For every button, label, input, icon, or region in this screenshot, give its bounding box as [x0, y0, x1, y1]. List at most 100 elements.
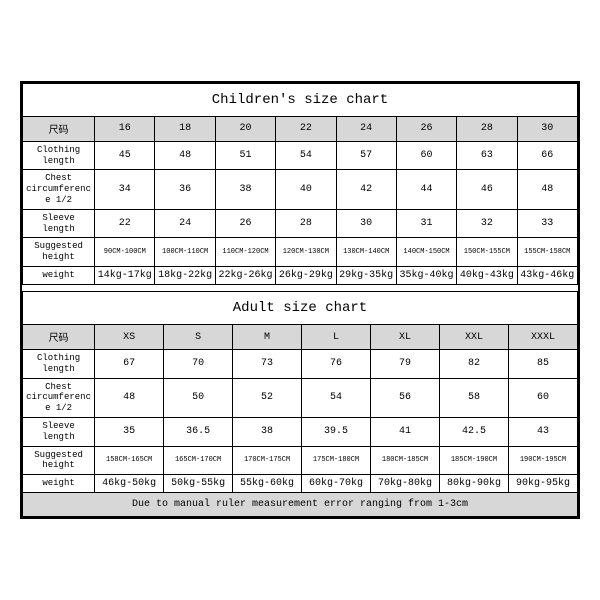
children-row-label: Sleeve length	[23, 209, 95, 238]
children-size-col: 20	[215, 116, 275, 141]
children-size-col: 18	[155, 116, 215, 141]
adult-row: weight46kg-50kg50kg-55kg55kg-60kg60kg-70…	[23, 475, 578, 493]
adult-header-row: 尺码 XS S M L XL XXL XXXL	[23, 325, 578, 350]
adult-cell: 46kg-50kg	[95, 475, 164, 493]
adult-cell: 50	[164, 378, 233, 417]
children-rowlabel-header: 尺码	[23, 116, 95, 141]
size-chart-container: Children's size chart 尺码 16 18 20 22 24 …	[20, 81, 580, 519]
children-cell: 28	[276, 209, 336, 238]
adult-cell: 58	[439, 378, 508, 417]
adult-cell: 35	[95, 417, 164, 446]
adult-cell: 60kg-70kg	[302, 475, 371, 493]
adult-cell: 60	[508, 378, 577, 417]
adult-row: Clothing length67707376798285	[23, 350, 578, 379]
adult-size-col: M	[233, 325, 302, 350]
children-size-table: Children's size chart 尺码 16 18 20 22 24 …	[22, 83, 578, 285]
children-cell: 48	[155, 141, 215, 170]
children-row-label: Suggested height	[23, 238, 95, 267]
children-cell: 45	[95, 141, 155, 170]
children-cell: 22	[95, 209, 155, 238]
adult-cell: 76	[302, 350, 371, 379]
children-cell: 14kg-17kg	[95, 267, 155, 285]
adult-cell: 67	[95, 350, 164, 379]
children-cell: 24	[155, 209, 215, 238]
children-cell: 38	[215, 170, 275, 209]
adult-row-label: Chest circumference 1/2	[23, 378, 95, 417]
adult-cell: 55kg-60kg	[233, 475, 302, 493]
adult-cell: 175CM-180CM	[302, 446, 371, 475]
adult-row-label: weight	[23, 475, 95, 493]
children-cell: 60	[396, 141, 456, 170]
children-size-col: 28	[457, 116, 517, 141]
children-cell: 36	[155, 170, 215, 209]
children-row-label: Chest circumference 1/2	[23, 170, 95, 209]
adult-cell: 48	[95, 378, 164, 417]
children-row: Suggested height90CM-100CM100CM-110CM110…	[23, 238, 578, 267]
children-row-label: weight	[23, 267, 95, 285]
children-cell: 54	[276, 141, 336, 170]
adult-cell: 170CM-175CM	[233, 446, 302, 475]
children-cell: 18kg-22kg	[155, 267, 215, 285]
adult-cell: 85	[508, 350, 577, 379]
children-cell: 120CM-130CM	[276, 238, 336, 267]
adult-cell: 42.5	[439, 417, 508, 446]
adult-size-col: XL	[371, 325, 440, 350]
children-cell: 33	[517, 209, 577, 238]
children-cell: 35kg-40kg	[396, 267, 456, 285]
children-cell: 110CM-120CM	[215, 238, 275, 267]
adult-cell: 73	[233, 350, 302, 379]
adult-title: Adult size chart	[23, 292, 578, 325]
adult-cell: 41	[371, 417, 440, 446]
children-cell: 48	[517, 170, 577, 209]
children-cell: 40kg-43kg	[457, 267, 517, 285]
children-cell: 57	[336, 141, 396, 170]
adult-cell: 70kg-80kg	[371, 475, 440, 493]
children-header-row: 尺码 16 18 20 22 24 26 28 30	[23, 116, 578, 141]
adult-cell: 52	[233, 378, 302, 417]
children-cell: 34	[95, 170, 155, 209]
adult-size-col: XXL	[439, 325, 508, 350]
adult-cell: 180CM-185CM	[371, 446, 440, 475]
children-cell: 32	[457, 209, 517, 238]
adult-size-table: Adult size chart 尺码 XS S M L XL XXL XXXL…	[22, 291, 578, 517]
adult-cell: 80kg-90kg	[439, 475, 508, 493]
children-cell: 29kg-35kg	[336, 267, 396, 285]
children-size-col: 30	[517, 116, 577, 141]
children-size-col: 24	[336, 116, 396, 141]
adult-cell: 90kg-95kg	[508, 475, 577, 493]
adult-cell: 165CM-170CM	[164, 446, 233, 475]
children-cell: 100CM-110CM	[155, 238, 215, 267]
children-cell: 66	[517, 141, 577, 170]
adult-size-col: XS	[95, 325, 164, 350]
children-title: Children's size chart	[23, 83, 578, 116]
adult-cell: 39.5	[302, 417, 371, 446]
adult-cell: 158CM-165CM	[95, 446, 164, 475]
children-cell: 43kg-46kg	[517, 267, 577, 285]
adult-cell: 70	[164, 350, 233, 379]
children-size-col: 22	[276, 116, 336, 141]
adult-row-label: Clothing length	[23, 350, 95, 379]
adult-cell: 79	[371, 350, 440, 379]
children-cell: 51	[215, 141, 275, 170]
children-size-col: 26	[396, 116, 456, 141]
children-row: Chest circumference 1/23436384042444648	[23, 170, 578, 209]
adult-cell: 82	[439, 350, 508, 379]
adult-cell: 43	[508, 417, 577, 446]
children-cell: 31	[396, 209, 456, 238]
children-row-label: Clothing length	[23, 141, 95, 170]
adult-row: Chest circumference 1/248505254565860	[23, 378, 578, 417]
children-cell: 26kg-29kg	[276, 267, 336, 285]
children-cell: 26	[215, 209, 275, 238]
children-cell: 90CM-100CM	[95, 238, 155, 267]
adult-cell: 56	[371, 378, 440, 417]
adult-row: Sleeve length3536.53839.54142.543	[23, 417, 578, 446]
children-cell: 63	[457, 141, 517, 170]
adult-cell: 50kg-55kg	[164, 475, 233, 493]
children-cell: 40	[276, 170, 336, 209]
children-cell: 155CM-158CM	[517, 238, 577, 267]
adult-row-label: Sleeve length	[23, 417, 95, 446]
children-row: weight14kg-17kg18kg-22kg22kg-26kg26kg-29…	[23, 267, 578, 285]
adult-cell: 54	[302, 378, 371, 417]
children-cell: 46	[457, 170, 517, 209]
children-row: Sleeve length2224262830313233	[23, 209, 578, 238]
